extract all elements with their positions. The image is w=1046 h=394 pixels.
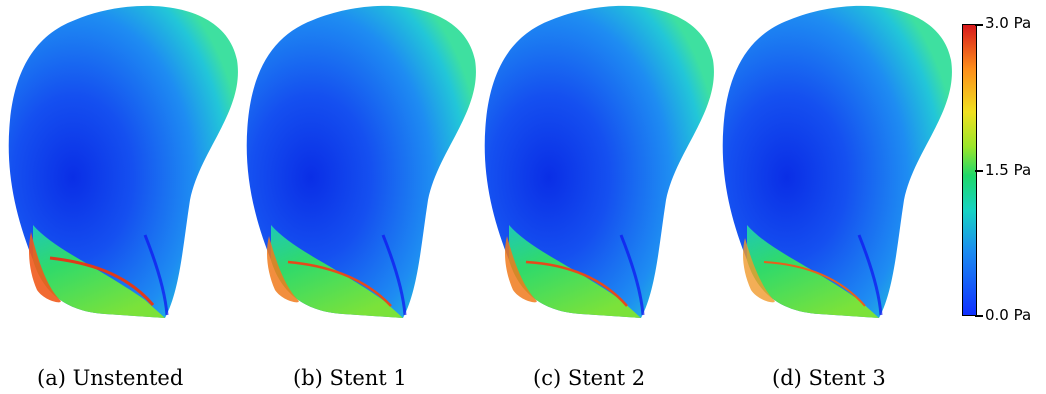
panel-unstented [5,0,245,330]
colorbar-tick-min [975,315,983,317]
caption-unstented: (a) Unstented [37,366,184,390]
wall-shear-stress-shape [246,5,476,319]
wall-shear-stress-shape [722,5,952,319]
panel-stent-2 [481,0,721,330]
colorbar-label-min: 0.0 Pa [985,306,1032,324]
colorbar-label-mid: 1.5 Pa [985,161,1032,179]
caption-stent-3: (d) Stent 3 [772,366,886,390]
panel-stent-3 [719,0,959,330]
wall-shear-stress-shape [8,5,238,319]
panel-stent-1 [243,0,483,330]
caption-stent-1: (b) Stent 1 [293,366,407,390]
colorbar-tick-mid [975,170,983,172]
wall-shear-stress-shape [484,5,714,319]
colorbar-tick-max [975,24,983,26]
caption-stent-2: (c) Stent 2 [533,366,646,390]
colorbar-label-max: 3.0 Pa [985,14,1032,32]
